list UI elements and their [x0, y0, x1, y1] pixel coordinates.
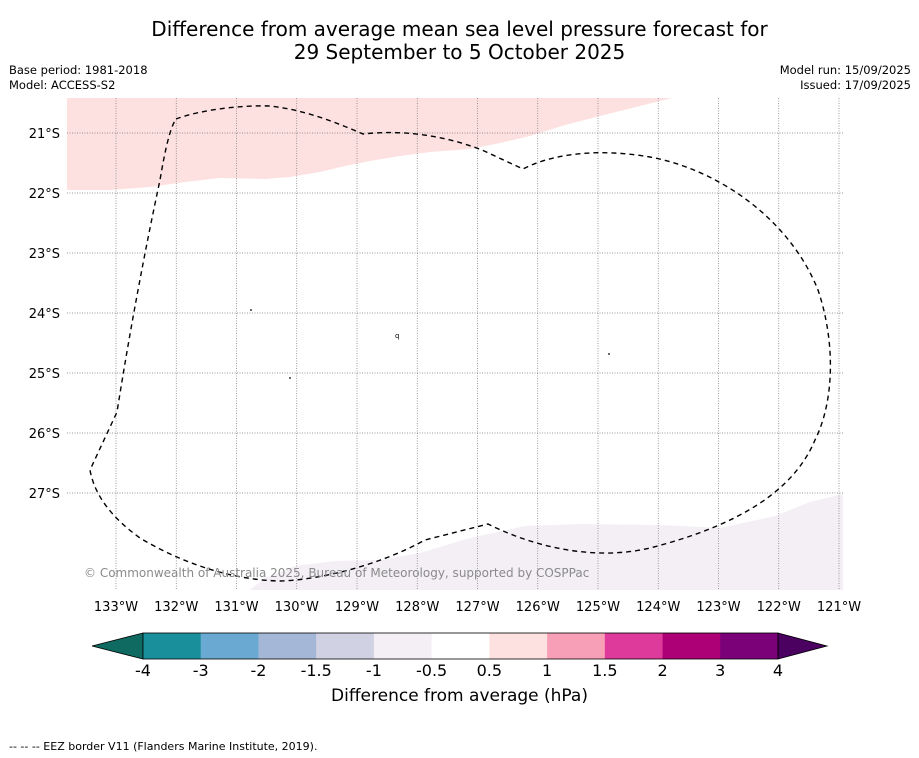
- island-mark: [608, 353, 610, 355]
- colorbar-segment: [258, 633, 317, 659]
- colorbar-tick-label: 0.5: [477, 661, 502, 680]
- issued-date: Issued: 17/09/2025: [800, 78, 911, 92]
- latitude-label: 27°S: [29, 487, 60, 502]
- latitude-gridlines: [67, 132, 843, 494]
- title-line-1: Difference from average mean sea level p…: [151, 17, 768, 41]
- longitude-label: 121°W: [817, 600, 861, 615]
- colorbar-segment: [662, 633, 721, 659]
- latitude-label: 21°S: [29, 127, 60, 142]
- longitude-labels: 133°W 132°W 131°W 130°W 129°W 128°W 127°W 126°W…: [94, 600, 861, 615]
- colorbar-tick-label: -2: [250, 661, 266, 680]
- island-marks: [250, 309, 610, 379]
- longitude-label: 132°W: [154, 600, 198, 615]
- title-line-2: 29 September to 5 October 2025: [293, 40, 626, 64]
- colorbar-label: Difference from average (hPa): [331, 686, 588, 706]
- colorbar-tick-label: 2: [657, 661, 667, 680]
- meta-left: Base period: 1981-2018 Model: ACCESS-S2: [9, 63, 148, 93]
- island-mark: [289, 377, 291, 379]
- latitude-label: 22°S: [29, 187, 60, 202]
- copyright-text: © Commonwealth of Australia 2025, Bureau…: [84, 566, 589, 580]
- latitude-label: 23°S: [29, 247, 60, 262]
- latitude-labels: 21°S 22°S 23°S 24°S 25°S 26°S 27°S: [29, 127, 60, 502]
- colorbar-segment: [547, 633, 606, 659]
- negative-anomaly-shading: [250, 494, 843, 590]
- model-name: Model: ACCESS-S2: [9, 78, 116, 92]
- island-mark: [250, 309, 252, 311]
- longitude-label: 129°W: [335, 600, 379, 615]
- colorbar: -4 -3 -2 -1.5 -1 -0.5 0.5 1 1.5 2 3 4: [91, 632, 829, 680]
- colorbar-tick-label: -1: [366, 661, 382, 680]
- latitude-label: 24°S: [29, 307, 60, 322]
- eez-border: [89, 105, 832, 582]
- longitude-label: 133°W: [94, 600, 138, 615]
- positive-anomaly-shading: [67, 98, 672, 190]
- colorbar-segment: [720, 633, 779, 659]
- map-plot-area: [67, 98, 843, 590]
- colorbar-segment: [489, 633, 548, 659]
- colorbar-segment: [373, 633, 432, 659]
- colorbar-over-arrow: [777, 632, 829, 660]
- colorbar-under-arrow: [91, 632, 144, 660]
- colorbar-segment: [143, 633, 202, 659]
- longitude-label: 123°W: [696, 600, 740, 615]
- meta-right: Model run: 15/09/2025 Issued: 17/09/2025: [780, 63, 911, 93]
- colorbar-outline: [142, 632, 779, 660]
- eez-legend: -- -- -- EEZ border V11 (Flanders Marine…: [9, 740, 318, 753]
- colorbar-tick-label: 1.5: [592, 661, 617, 680]
- longitude-gridlines: [115, 98, 840, 590]
- latitude-label: 25°S: [29, 367, 60, 382]
- longitude-label: 122°W: [757, 600, 801, 615]
- latitude-label: 26°S: [29, 427, 60, 442]
- colorbar-tick-label: -0.5: [416, 661, 447, 680]
- colorbar-segment: [316, 633, 375, 659]
- map-title: Difference from average mean sea level p…: [0, 18, 919, 64]
- colorbar-tick-label: 3: [715, 661, 725, 680]
- longitude-label: 130°W: [275, 600, 319, 615]
- longitude-label: 126°W: [516, 600, 560, 615]
- colorbar-tick-label: -4: [135, 661, 151, 680]
- base-period: Base period: 1981-2018: [9, 63, 148, 77]
- model-run: Model run: 15/09/2025: [779, 63, 911, 77]
- longitude-label: 131°W: [214, 600, 258, 615]
- longitude-label: 128°W: [395, 600, 439, 615]
- colorbar-segment: [431, 633, 490, 659]
- colorbar-tick-label: -3: [193, 661, 209, 680]
- longitude-label: 125°W: [576, 600, 620, 615]
- longitude-label: 124°W: [636, 600, 680, 615]
- island-glyph: q: [395, 332, 399, 340]
- colorbar-tick-label: -1.5: [301, 661, 332, 680]
- colorbar-segment: [604, 633, 663, 659]
- colorbar-tick-label: 4: [773, 661, 783, 680]
- colorbar-tick-label: 1: [542, 661, 552, 680]
- colorbar-segment: [200, 633, 259, 659]
- longitude-label: 127°W: [455, 600, 499, 615]
